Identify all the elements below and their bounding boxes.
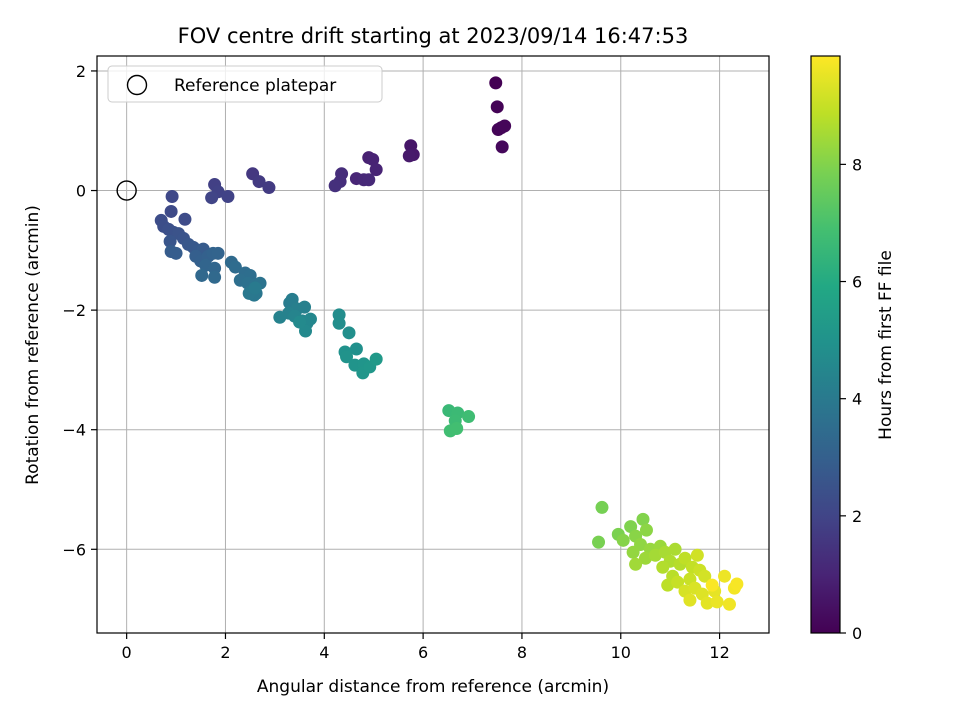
data-point xyxy=(489,76,503,90)
y-tick-label: −4 xyxy=(62,421,86,440)
data-point xyxy=(639,523,653,537)
x-tick-label: 4 xyxy=(319,643,329,662)
data-point xyxy=(328,179,342,193)
data-point xyxy=(332,316,346,330)
x-axis-label: Angular distance from reference (arcmin) xyxy=(257,677,609,697)
data-point xyxy=(252,175,266,189)
data-point xyxy=(616,533,630,547)
data-point xyxy=(248,281,262,295)
data-point xyxy=(342,326,356,340)
x-tick-label: 0 xyxy=(122,643,132,662)
data-point xyxy=(668,542,682,556)
colorbar-tick-label: 2 xyxy=(852,507,862,526)
data-point xyxy=(450,422,464,436)
colorbar-gradient xyxy=(810,55,841,634)
data-point xyxy=(698,569,712,583)
colorbar: 0 2 4 6 8 Hours from first FF file xyxy=(810,55,896,643)
data-point xyxy=(340,350,354,364)
legend-marker-reference xyxy=(126,74,148,96)
data-point xyxy=(690,548,704,562)
x-tick-label: 8 xyxy=(517,643,527,662)
y-tick-label: −2 xyxy=(62,301,86,320)
y-tick-label: −6 xyxy=(62,540,86,559)
data-point xyxy=(208,261,222,275)
data-point xyxy=(205,191,219,205)
chart-title: FOV centre drift starting at 2023/09/14 … xyxy=(178,24,689,48)
data-point xyxy=(208,270,222,284)
data-point xyxy=(730,577,744,591)
data-point xyxy=(273,310,287,324)
data-point xyxy=(293,315,307,329)
data-point xyxy=(626,545,640,559)
legend: Reference platepar xyxy=(107,65,383,103)
data-point xyxy=(718,569,732,583)
data-point xyxy=(164,204,178,218)
data-point xyxy=(624,520,638,534)
data-point xyxy=(366,152,380,166)
data-point xyxy=(490,100,504,114)
colorbar-tick-label: 6 xyxy=(852,273,862,292)
data-point xyxy=(369,163,383,177)
colorbar-ticks: 0 2 4 6 8 xyxy=(840,155,862,643)
data-point xyxy=(211,246,225,260)
data-point xyxy=(656,560,670,574)
data-point xyxy=(285,292,299,306)
data-point xyxy=(661,578,675,592)
data-point xyxy=(262,181,276,195)
data-point xyxy=(683,593,697,607)
data-point xyxy=(710,595,724,609)
legend-entry-reference: Reference platepar xyxy=(174,76,336,96)
plot-area: 0 2 4 6 8 10 12 −6 −4 −2 0 2 xyxy=(62,55,770,662)
x-tick-label: 10 xyxy=(611,643,631,662)
data-point xyxy=(298,300,312,314)
x-tick-label: 6 xyxy=(418,643,428,662)
colorbar-tick-label: 4 xyxy=(852,390,862,409)
data-point xyxy=(592,535,606,549)
data-point xyxy=(163,234,177,248)
data-point xyxy=(595,500,609,514)
data-point xyxy=(195,268,209,282)
data-point xyxy=(221,190,235,204)
y-tick-label: 2 xyxy=(76,62,86,81)
data-point xyxy=(495,140,509,154)
data-point xyxy=(636,512,650,526)
reference-marker-group xyxy=(116,180,137,201)
x-axis-ticks: 0 2 4 6 8 10 12 xyxy=(122,633,730,662)
data-point xyxy=(178,212,192,226)
data-point xyxy=(629,557,643,571)
data-point xyxy=(303,312,317,326)
data-point xyxy=(362,173,376,187)
x-tick-label: 12 xyxy=(709,643,729,662)
y-tick-label: 0 xyxy=(76,182,86,201)
data-point xyxy=(678,551,692,565)
y-axis-ticks: −6 −4 −2 0 2 xyxy=(62,62,97,559)
plot-background xyxy=(97,56,769,633)
reference-platepar-marker xyxy=(116,180,137,201)
y-axis-label: Rotation from reference (arcmin) xyxy=(23,205,43,485)
colorbar-tick-label: 0 xyxy=(852,624,862,643)
data-point xyxy=(700,596,714,610)
plot-frame xyxy=(96,55,770,634)
data-point xyxy=(402,149,416,163)
data-point xyxy=(369,352,383,366)
data-points xyxy=(154,76,744,611)
legend-box xyxy=(107,65,383,103)
data-point xyxy=(169,246,183,260)
data-point xyxy=(671,575,685,589)
colorbar-label: Hours from first FF file xyxy=(876,250,896,440)
data-point xyxy=(638,551,652,565)
data-point xyxy=(165,190,179,204)
data-point xyxy=(498,119,512,133)
colorbar-tick-label: 8 xyxy=(852,155,862,174)
data-point xyxy=(462,410,476,424)
data-point xyxy=(722,597,736,611)
data-point xyxy=(705,578,719,592)
data-point xyxy=(349,342,363,356)
data-point xyxy=(648,548,662,562)
x-tick-label: 2 xyxy=(220,643,230,662)
data-point xyxy=(228,260,242,274)
